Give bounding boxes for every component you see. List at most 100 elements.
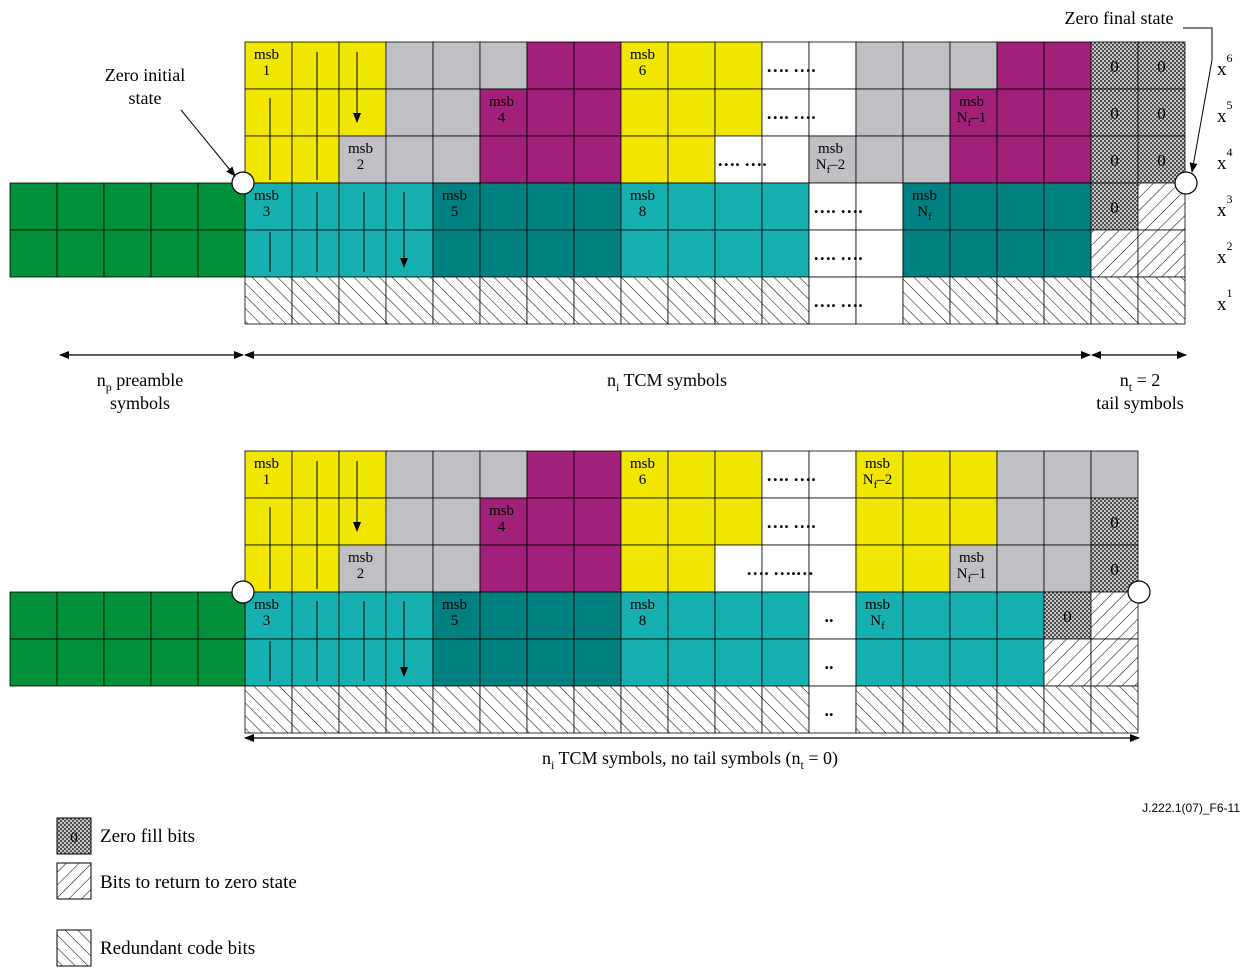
top-frame-cell <box>338 229 387 278</box>
preamble-label-1: np preamble <box>97 370 183 394</box>
top-frame-cell <box>1043 229 1092 278</box>
bottom-ellipsis: …. ….… <box>746 559 814 579</box>
top-frame-grid <box>9 41 1186 325</box>
top-frame-cell <box>573 135 622 184</box>
top-frame-cell <box>244 229 293 278</box>
bottom-frame-cell <box>667 685 716 734</box>
bottom-frame-cell <box>1043 497 1092 546</box>
bottom-msb-1: msb <box>254 456 279 472</box>
top-frame-cell <box>526 41 575 90</box>
bottom-frame-cell <box>949 591 998 640</box>
top-frame-cell <box>808 88 857 137</box>
bottom-frame-cell <box>620 544 669 593</box>
bottom-frame-cell <box>291 638 340 687</box>
top-ellipsis: …. …. <box>766 56 816 76</box>
top-frame-cell <box>808 41 857 90</box>
bottom-frame-cell <box>244 497 293 546</box>
top-frame-cell <box>714 276 763 325</box>
bottom-frame-cell <box>291 450 340 499</box>
zero-initial-state-node <box>231 171 255 195</box>
bottom-frame-cell <box>902 591 951 640</box>
top-msb-6: msb <box>630 47 655 63</box>
bottom-initial-state-node <box>231 580 255 604</box>
bottom-preamble-cell <box>197 638 246 687</box>
bottom-frame-cell <box>291 685 340 734</box>
row-label-x6: x6 <box>1217 51 1233 80</box>
top-frame-cell <box>244 88 293 137</box>
zero-fill-digit: 0 <box>1157 57 1166 76</box>
bottom-preamble-cell <box>56 638 105 687</box>
top-frame-cell <box>996 229 1045 278</box>
top-frame-cell <box>479 41 528 90</box>
bottom-frame-cell <box>291 544 340 593</box>
legend-return-zero-label: Bits to return to zero state <box>100 872 297 893</box>
top-frame-cell <box>714 229 763 278</box>
bottom-frame-cell <box>996 450 1045 499</box>
top-msb-2: msb <box>348 141 373 157</box>
bottom-frame-cell <box>761 685 810 734</box>
top-msb-4-index: 4 <box>498 110 506 126</box>
bottom-frame-cell <box>620 497 669 546</box>
zero-fill-digit: 0 <box>1110 151 1119 170</box>
bottom-msb-6: msb <box>630 456 655 472</box>
top-msb-1: msb <box>254 47 279 63</box>
top-frame-cell <box>338 41 387 90</box>
top-preamble-cell <box>103 229 152 278</box>
bottom-frame-cell <box>573 544 622 593</box>
bottom-frame-cell <box>291 497 340 546</box>
top-frame-cell <box>902 41 951 90</box>
bottom-frame-cell <box>996 685 1045 734</box>
row-label-x4: x4 <box>1217 145 1233 174</box>
top-preamble-cell <box>197 229 246 278</box>
top-frame-cell <box>1090 229 1139 278</box>
bottom-frame-cell <box>244 685 293 734</box>
bottom-frame-cell <box>526 544 575 593</box>
bottom-frame-cell <box>855 450 904 499</box>
bottom-preamble-cell <box>150 638 199 687</box>
bottom-frame-cell <box>338 638 387 687</box>
bottom-frame-cell <box>432 685 481 734</box>
top-ellipsis: …. …. <box>813 197 863 217</box>
bottom-frame-cell <box>244 544 293 593</box>
bottom-frame-cell <box>1043 685 1092 734</box>
bottom-frame-cell <box>714 450 763 499</box>
bottom-frame-cell <box>620 638 669 687</box>
top-frame-cell <box>667 135 716 184</box>
bottom-frame-cell <box>291 591 340 640</box>
bottom-frame-cell <box>996 638 1045 687</box>
bottom-frame-cell <box>573 450 622 499</box>
top-frame-cell <box>761 276 810 325</box>
bottom-frame-cell <box>479 544 528 593</box>
bottom-frame-cell <box>714 638 763 687</box>
top-frame-cell <box>573 41 622 90</box>
bottom-frame-cell <box>573 685 622 734</box>
bottom-preamble-cell <box>103 638 152 687</box>
top-frame-cell <box>620 229 669 278</box>
bottom-msb-nf-2-index: Nf–2 <box>863 472 893 491</box>
bottom-frame-cell <box>573 591 622 640</box>
zero-final-state-label: Zero final state <box>1065 8 1174 28</box>
bottom-frame-cell <box>902 638 951 687</box>
top-msb-1-index: 1 <box>263 63 271 79</box>
top-ellipsis: …. …. <box>813 244 863 264</box>
zero-final-callout <box>1183 27 1213 173</box>
bottom-frame-cell <box>667 591 716 640</box>
top-frame-cell <box>338 88 387 137</box>
bottom-frame-cell <box>902 544 951 593</box>
bottom-ellipsis: …. …. <box>766 465 816 485</box>
top-frame-cell <box>385 135 434 184</box>
top-frame-cell <box>620 135 669 184</box>
top-frame-cell <box>244 41 293 90</box>
top-frame-cell <box>385 182 434 231</box>
bottom-frame-cell <box>1090 544 1139 593</box>
top-frame-cell <box>1137 276 1186 325</box>
top-frame-cell <box>761 41 810 90</box>
bottom-frame-cell <box>244 591 293 640</box>
figure-id: J.222.1(07)_F6-11 <box>1142 801 1240 815</box>
top-frame-cell <box>385 229 434 278</box>
top-frame-cell <box>620 276 669 325</box>
top-frame-cell <box>855 229 904 278</box>
top-frame-cell <box>338 276 387 325</box>
bottom-frame-cell <box>808 497 857 546</box>
bottom-frame-cell <box>1043 544 1092 593</box>
